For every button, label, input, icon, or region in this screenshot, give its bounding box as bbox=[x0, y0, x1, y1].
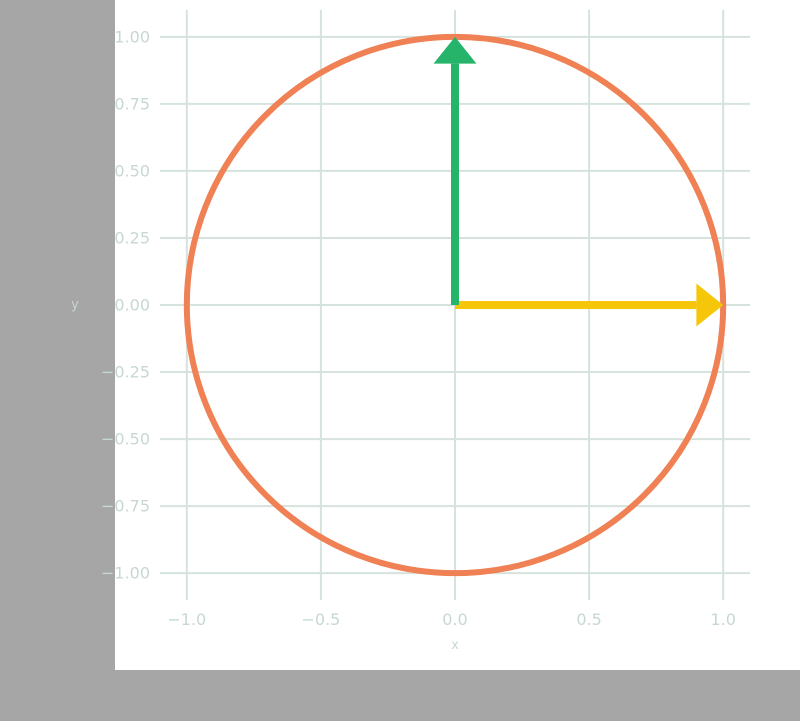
y-axis-label: y bbox=[71, 298, 79, 313]
y-tick-label: −0.75 bbox=[101, 497, 150, 516]
y-tick-label: −1.00 bbox=[101, 564, 150, 583]
y-tick-label: 0.50 bbox=[114, 161, 150, 180]
y-tick-label: −0.50 bbox=[101, 430, 150, 449]
y-tick-label: −0.25 bbox=[101, 363, 150, 382]
y-tick-label: 1.00 bbox=[114, 27, 150, 46]
x-axis-label: x bbox=[451, 638, 459, 653]
y-tick-label: 0.75 bbox=[114, 94, 150, 113]
plot-svg bbox=[160, 10, 750, 600]
x-tick-label: 0.5 bbox=[576, 610, 601, 629]
plot-area bbox=[160, 10, 750, 600]
x-tick-label: 1.0 bbox=[710, 610, 735, 629]
x-tick-label: −0.5 bbox=[301, 610, 340, 629]
x-tick-label: −1.0 bbox=[167, 610, 206, 629]
y-tick-label: 0.00 bbox=[114, 296, 150, 315]
y-tick-label: 0.25 bbox=[114, 228, 150, 247]
x-tick-label: 0.0 bbox=[442, 610, 467, 629]
